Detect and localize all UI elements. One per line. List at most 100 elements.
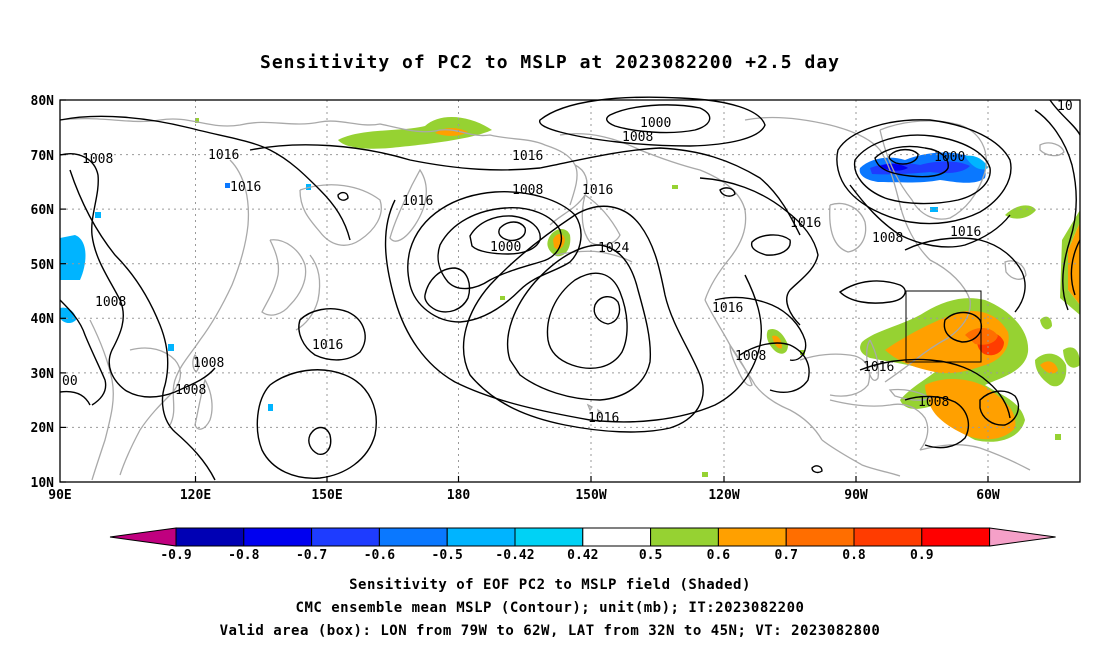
isobar-1016-atlantic-ring xyxy=(838,280,906,304)
lat-label: 60N xyxy=(31,203,55,218)
colorbar-label: 0.7 xyxy=(774,548,797,563)
isobar-aleutian-low-core xyxy=(498,221,526,242)
coast-north-america-west xyxy=(704,299,823,441)
isobar-aleutian-low-mid xyxy=(437,207,562,290)
isobar-atlantic-low1 xyxy=(943,311,982,343)
isobar-1016-atlantic-south xyxy=(859,358,1011,419)
isobars xyxy=(59,96,1081,481)
colorbar-box xyxy=(921,527,991,547)
coast-baja xyxy=(729,342,753,387)
coastlines xyxy=(59,116,1065,481)
colorbar-end-right xyxy=(989,527,1056,547)
isobar-south-asia-2 xyxy=(59,390,91,406)
graticule xyxy=(60,100,1080,482)
lat-label: 70N xyxy=(31,149,55,164)
contour-label: 1016 xyxy=(208,148,239,163)
contour-label: 1016 xyxy=(312,338,343,353)
contour-label: 1008 xyxy=(918,395,949,410)
isobar-1008-arctic xyxy=(538,96,766,147)
map-panel: 1008 1016 1016 1016 1008 1016 1000 1008 … xyxy=(31,94,1081,503)
footer-line-1: Sensitivity of EOF PC2 to MSLP field (Sh… xyxy=(349,577,751,593)
lat-label: 50N xyxy=(31,258,55,273)
map-frame xyxy=(59,99,1081,483)
lat-label: 20N xyxy=(31,421,55,436)
colorbar-box xyxy=(717,527,787,547)
isobar-1024-high-inner xyxy=(546,272,628,369)
shade-positive-speck4 xyxy=(1055,434,1061,440)
colorbar-box xyxy=(243,527,313,547)
shade-positive-gulf-core xyxy=(772,335,782,349)
coast-iceland xyxy=(1039,142,1065,157)
colorbar-label: -0.6 xyxy=(364,548,395,563)
contour-label: 1008 xyxy=(735,349,766,364)
isobar-1024-high-mid xyxy=(506,244,652,401)
colorbar-box xyxy=(446,527,516,547)
coast-canada-arctic xyxy=(744,116,931,261)
contour-label: 1016 xyxy=(588,411,619,426)
coast-cuba xyxy=(888,388,932,401)
isobar-1024-high-outer xyxy=(462,205,704,433)
isobar-1000-arctic xyxy=(606,104,711,134)
shade-negative-speck5 xyxy=(930,207,938,212)
isobar-1016-big xyxy=(249,144,801,236)
colorbar-label: 0.5 xyxy=(639,548,662,563)
shade-positive-east-small xyxy=(1063,347,1080,368)
lat-labels: 80N 70N 60N 50N 40N 30N 20N 10N xyxy=(31,94,55,491)
shade-positive-arctic xyxy=(338,116,492,149)
isobar-1016-atlantic-north xyxy=(904,237,1026,313)
isobar-1016-rockies xyxy=(714,296,807,361)
colorbar-label: -0.9 xyxy=(160,548,191,563)
contour-label: 1000 xyxy=(934,150,965,165)
coast-florida xyxy=(866,339,880,382)
isobar-1008-mid-pacific-ring1 xyxy=(256,369,377,479)
contour-label: 1000 xyxy=(490,240,521,255)
shade-positive-speck2 xyxy=(500,296,505,300)
isobar-1016-asia xyxy=(69,169,216,481)
lat-label: 30N xyxy=(31,367,55,382)
shade-positive-speck3 xyxy=(702,472,708,477)
shade-negative-speck3 xyxy=(268,404,273,411)
footer-line-3: Valid area (box): LON from 79W to 62W, L… xyxy=(220,623,881,639)
coast-hawaii xyxy=(586,403,602,417)
isobar-small-1 xyxy=(719,187,736,197)
shade-positive-nw-atlantic xyxy=(1040,316,1052,330)
lon-label: 120W xyxy=(708,488,739,503)
valid-area-box xyxy=(905,290,982,363)
isobar-1008-gulf xyxy=(739,342,810,393)
colorbar-box xyxy=(853,527,923,547)
shade-negative-speck2 xyxy=(168,344,174,351)
shade-negative-speck6 xyxy=(225,183,230,188)
isobar-1008-south-asia xyxy=(59,299,107,406)
contour-label: 1008 xyxy=(872,231,903,246)
contour-labels: 1008 1016 1016 1016 1008 1016 1000 1008 … xyxy=(62,99,1073,426)
lon-label: 60W xyxy=(976,488,1000,503)
colorbar-label: -0.42 xyxy=(495,548,534,563)
isobar-1016-siberia xyxy=(59,115,351,241)
lat-label: 10N xyxy=(31,476,55,491)
isobar-greenland-inner xyxy=(874,145,949,178)
lon-label: 150W xyxy=(575,488,606,503)
colorbar-box xyxy=(378,527,448,547)
isobar-1016-central xyxy=(384,199,762,423)
contour-label: 1016 xyxy=(512,149,543,164)
isobar-1008-atlantic xyxy=(904,395,970,449)
coast-east-us xyxy=(884,259,971,383)
isobar-small-3 xyxy=(811,465,823,474)
isobar-greenland-outer xyxy=(836,119,1012,225)
isobar-1008-labrador xyxy=(849,184,1011,248)
shade-positive-labrador xyxy=(1005,205,1036,219)
colorbar-box xyxy=(582,527,652,547)
isobar-1016-japan xyxy=(298,308,366,361)
colorbar-label: -0.5 xyxy=(432,548,463,563)
isobar-east-edge3 xyxy=(1070,239,1081,296)
shade-positive-midatlantic-core xyxy=(1040,361,1058,374)
coast-china-south xyxy=(119,347,182,476)
coast-indochina xyxy=(89,319,114,481)
shade-positive-atlantic-orange xyxy=(885,310,1009,374)
isobar-aleutian-low-outer xyxy=(407,191,582,323)
colorbar-labels: -0.9 -0.8 -0.7 -0.6 -0.5 -0.42 0.42 0.5 0.6 0.7 0.… xyxy=(160,548,933,563)
contour-label: 1000 xyxy=(640,116,671,131)
isobar-1016-canada-loop xyxy=(750,234,791,256)
coast-caribbean xyxy=(829,399,929,451)
contour-label: 1008 xyxy=(95,295,126,310)
